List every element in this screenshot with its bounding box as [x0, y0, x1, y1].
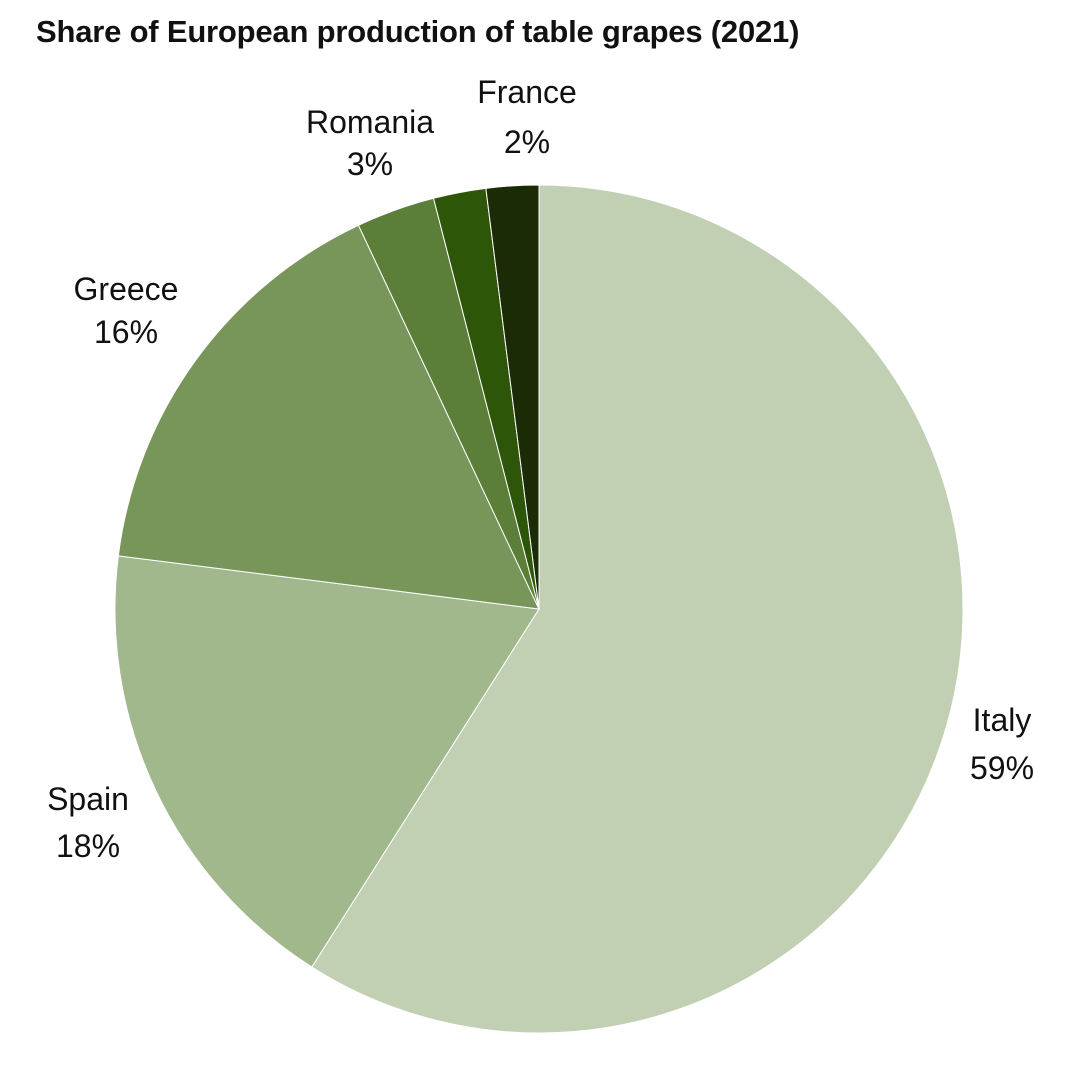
pie-labels: Italy 59% Spain 18% Greece 16% Romania 3% France…: [47, 74, 1034, 864]
slice-label-greece-value: 16%: [94, 314, 158, 350]
slice-label-spain-name: Spain: [47, 781, 129, 817]
slice-label-greece-name: Greece: [74, 271, 179, 307]
pie-slice-unlabeled: [485, 184, 540, 610]
slice-label-romania-name: Romania: [306, 104, 434, 140]
pie-slice-greece: [117, 224, 540, 610]
slice-label-romania-value: 3%: [347, 146, 393, 182]
chart-title: Share of European production of table gr…: [36, 14, 800, 49]
slice-label-france-value: 2%: [504, 124, 550, 160]
pie-slices: [114, 184, 964, 1034]
slice-label-spain-value: 18%: [56, 828, 120, 864]
slice-label-france-name: France: [477, 74, 577, 110]
pie-slice-spain: [114, 555, 540, 968]
pie-slice-italy: [311, 184, 964, 1034]
slice-label-italy-name: Italy: [973, 702, 1032, 738]
slice-label-italy-value: 59%: [970, 750, 1034, 786]
